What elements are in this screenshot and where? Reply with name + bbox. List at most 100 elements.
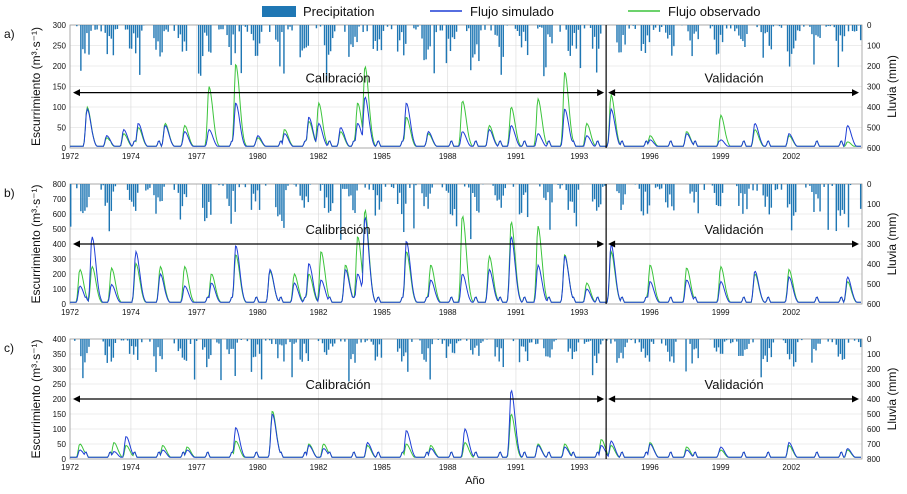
precipitation-bar [537,339,538,344]
precipitation-bar [830,25,831,26]
precipitation-bar [184,339,185,360]
precipitation-bar [842,25,843,52]
precipitation-bar [633,25,634,26]
precipitation-bar [421,339,422,354]
precipitation-bar [527,184,528,217]
precipitation-bar [277,184,278,216]
precipitation-bar [283,184,284,228]
precipitation-bar [352,339,353,354]
precipitation-bar [115,339,116,343]
precipitation-bar [521,339,522,346]
precipitation-bar [695,339,696,348]
precipitation-bar [206,25,207,36]
y-tick-label: 50 [57,124,66,133]
precipitation-bar [602,184,603,187]
precipitation-bar [730,339,731,343]
precipitation-bar [299,184,300,196]
precipitation-bar [693,184,694,203]
y-tick-label: 250 [53,42,67,51]
precipitation-bar [547,339,548,357]
precipitation-bar [251,339,252,372]
precipitation-bar [645,184,646,192]
precipitation-bar [618,184,619,193]
precipitation-bar [375,184,376,216]
precipitation-bar [364,339,365,342]
precipitation-bar [480,25,481,30]
precipitation-bar [330,339,331,344]
precipitation-bar [149,339,150,342]
precipitation-bar [186,339,187,361]
precipitation-bar [647,25,648,35]
precipitation-bar [647,339,648,355]
precipitation-bar [501,25,502,75]
precipitation-bar [604,184,605,186]
precipitation-bar [230,25,231,65]
x-tick-label: 1977 [188,308,206,317]
precipitation-bar [182,25,183,52]
precipitation-bar [813,25,814,64]
precipitation-bar [330,25,331,51]
precipitation-bar [517,25,518,31]
precipitation-bar [285,339,286,344]
precipitation-bar [425,184,426,197]
rain-tick-label: 600 [867,425,881,434]
precipitation-bar [576,184,577,226]
precipitation-bar [188,339,189,340]
precipitation-bar [858,339,859,342]
precipitation-bar [572,25,573,46]
precipitation-bar [767,339,768,362]
precipitation-bar [815,184,816,194]
precipitation-bar [653,25,654,30]
precipitation-bar [137,25,138,38]
x-tick-label: 1985 [373,152,391,161]
precipitation-bar [486,339,487,340]
precipitation-bar [105,339,106,355]
precipitation-bar [241,339,242,340]
precipitation-bar [310,184,311,185]
precipitation-bar [498,25,499,47]
precipitation-bar [458,339,459,341]
y-tick-label: 150 [53,410,67,419]
precipitation-bar [289,339,290,342]
precipitation-bar [330,184,331,211]
precipitation-bar [840,184,841,216]
precipitation-bar [693,339,694,349]
precipitation-bar [234,184,235,212]
precipitation-bar [628,25,629,29]
precipitation-bar [245,25,246,27]
precipitation-bar [819,339,820,344]
precipitation-bar [362,25,363,32]
precipitation-bar [251,184,252,210]
precipitation-bar [111,25,112,39]
precipitation-bar [720,184,721,206]
calibration-arrow [73,396,604,403]
x-tick-label: 2002 [782,308,800,317]
precipitation-bar [523,339,524,347]
precipitation-bar [82,25,83,49]
precipitation-bar [742,184,743,214]
precipitation-bar [287,184,288,186]
precipitation-bar [334,25,335,31]
precipitation-bar [624,184,625,194]
precipitation-bar [576,339,577,351]
y-tick-label: 800 [53,180,67,189]
precipitation-bar [245,184,246,187]
precipitation-bar [275,339,276,344]
precipitation-bar [109,339,110,347]
precipitation-bar [202,25,203,56]
precipitation-bar [381,25,382,50]
precipitation-bar [635,25,636,29]
precipitation-bar [255,339,256,357]
precipitation-bar [387,25,388,27]
precipitation-bar [230,184,231,224]
precipitation-bar [590,25,591,28]
precipitation-bar [620,339,621,353]
panel-label: c) [4,341,14,355]
precipitation-bar [738,25,739,36]
precipitation-bar [369,184,370,190]
precipitation-bar [259,184,260,210]
precipitation-bar [537,25,538,29]
precipitation-bar [574,339,575,352]
x-tick-label: 1988 [439,308,457,317]
